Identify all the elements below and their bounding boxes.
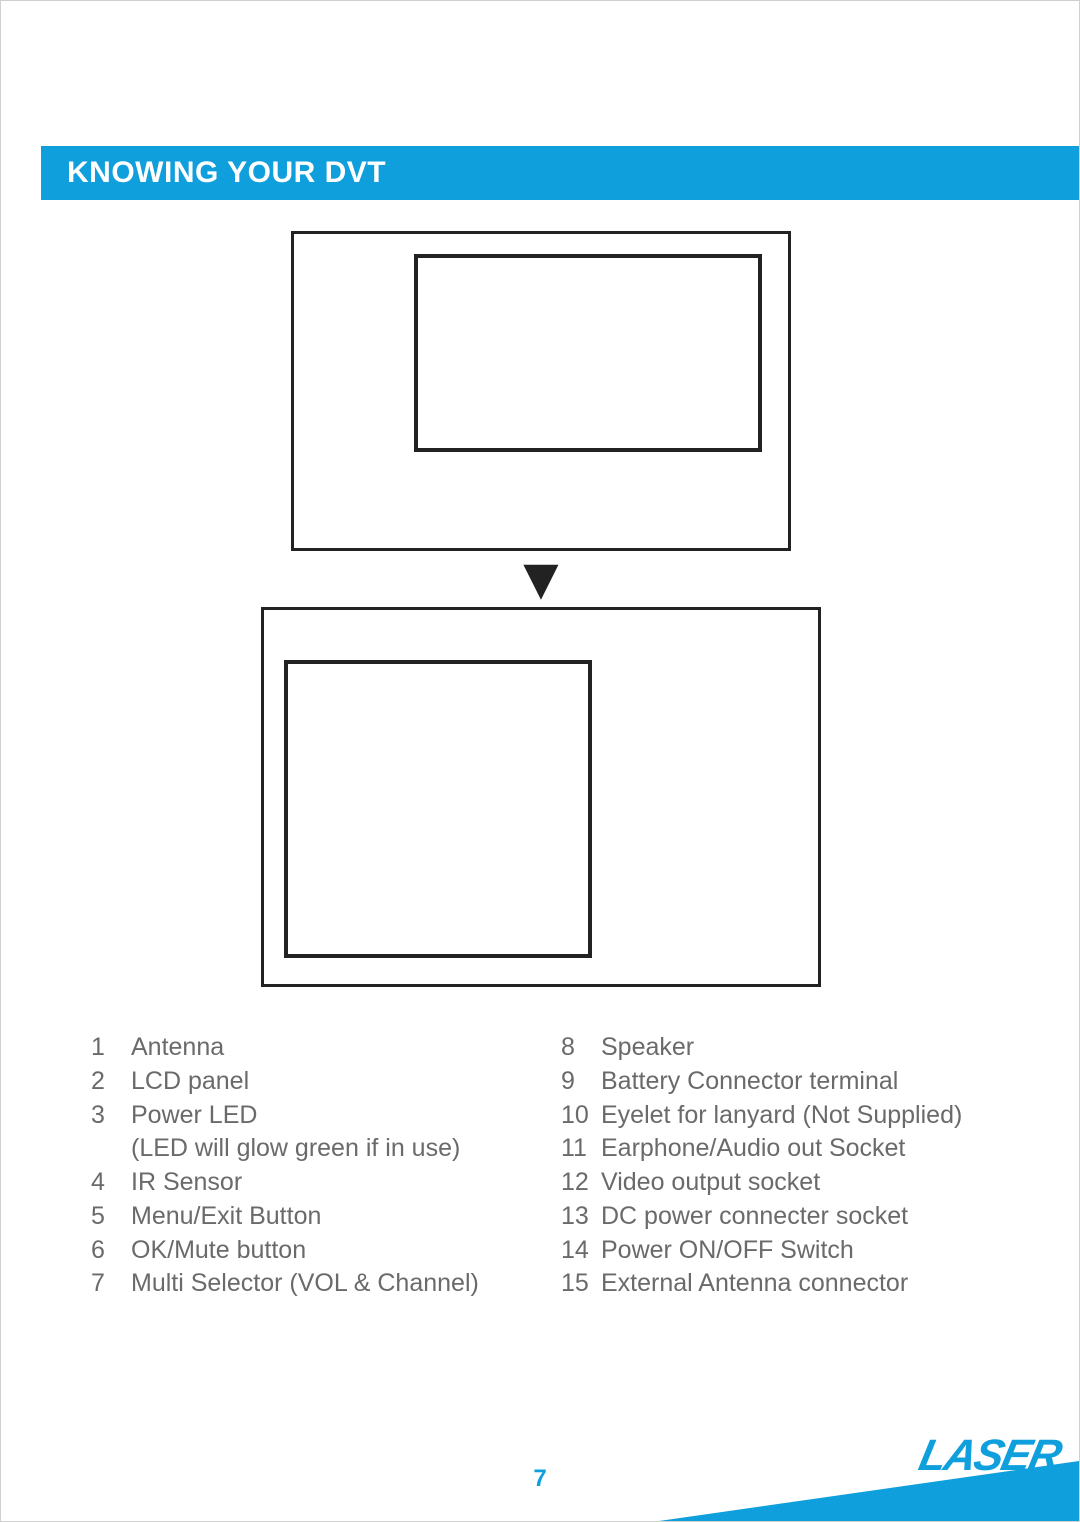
footer-triangle xyxy=(659,1461,1079,1521)
item-label: Battery Connector terminal xyxy=(601,1065,1011,1099)
list-item: 7Multi Selector (VOL & Channel) xyxy=(91,1267,541,1301)
item-number: 11 xyxy=(561,1132,601,1166)
item-label: LCD panel xyxy=(131,1065,541,1099)
section-header-bar: KNOWING YOUR DVT xyxy=(41,146,1079,200)
list-item: 2LCD panel xyxy=(91,1065,541,1099)
item-number: 5 xyxy=(91,1200,131,1234)
item-label: Power ON/OFF Switch xyxy=(601,1234,1011,1268)
diagram-bottom xyxy=(261,607,821,987)
parts-column-left: 1Antenna 2LCD panel 3Power LED (LED will… xyxy=(91,1031,541,1301)
item-label: Speaker xyxy=(601,1031,1011,1065)
item-number: 8 xyxy=(561,1031,601,1065)
diagram-area: ▼ xyxy=(171,231,911,1011)
list-item: 14Power ON/OFF Switch xyxy=(561,1234,1011,1268)
list-item: 5Menu/Exit Button xyxy=(91,1200,541,1234)
item-number: 6 xyxy=(91,1234,131,1268)
section-title: KNOWING YOUR DVT xyxy=(67,156,386,190)
item-number: 1 xyxy=(91,1031,131,1065)
item-number: 15 xyxy=(561,1267,601,1301)
item-number: 4 xyxy=(91,1166,131,1200)
arrow-down-icon: ▼ xyxy=(511,561,570,597)
item-label: Earphone/Audio out Socket xyxy=(601,1132,1011,1166)
item-number: 13 xyxy=(561,1200,601,1234)
list-item: 11Earphone/Audio out Socket xyxy=(561,1132,1011,1166)
item-label: IR Sensor xyxy=(131,1166,541,1200)
list-item-sub: (LED will glow green if in use) xyxy=(91,1132,541,1166)
page: KNOWING YOUR DVT ▼ 1Antenna 2LCD panel 3… xyxy=(0,0,1080,1522)
footer-corner: LASER xyxy=(659,1411,1079,1521)
item-label: Video output socket xyxy=(601,1166,1011,1200)
list-item: 15External Antenna connector xyxy=(561,1267,1011,1301)
item-label: OK/Mute button xyxy=(131,1234,541,1268)
item-number: 3 xyxy=(91,1099,131,1133)
diagram-top xyxy=(291,231,791,551)
list-item: 9Battery Connector terminal xyxy=(561,1065,1011,1099)
list-item: 13DC power connecter socket xyxy=(561,1200,1011,1234)
item-label: External Antenna connector xyxy=(601,1267,1011,1301)
list-item: 3Power LED xyxy=(91,1099,541,1133)
list-item: 12Video output socket xyxy=(561,1166,1011,1200)
list-item: 8Speaker xyxy=(561,1031,1011,1065)
item-label: DC power connecter socket xyxy=(601,1200,1011,1234)
list-item: 4IR Sensor xyxy=(91,1166,541,1200)
item-label: Antenna xyxy=(131,1031,541,1065)
item-label: Eyelet for lanyard (Not Supplied) xyxy=(601,1099,1011,1133)
item-label: Menu/Exit Button xyxy=(131,1200,541,1234)
item-label: Power LED xyxy=(131,1099,541,1133)
item-number: 12 xyxy=(561,1166,601,1200)
item-number: 9 xyxy=(561,1065,601,1099)
item-subtext: (LED will glow green if in use) xyxy=(131,1132,541,1166)
parts-column-right: 8Speaker 9Battery Connector terminal 10E… xyxy=(561,1031,1011,1301)
item-number: 10 xyxy=(561,1099,601,1133)
item-label: Multi Selector (VOL & Channel) xyxy=(131,1267,541,1301)
item-number: 2 xyxy=(91,1065,131,1099)
item-number: 14 xyxy=(561,1234,601,1268)
list-item: 10Eyelet for lanyard (Not Supplied) xyxy=(561,1099,1011,1133)
list-item: 6OK/Mute button xyxy=(91,1234,541,1268)
parts-list: 1Antenna 2LCD panel 3Power LED (LED will… xyxy=(91,1031,1011,1301)
list-item: 1Antenna xyxy=(91,1031,541,1065)
item-number: 7 xyxy=(91,1267,131,1301)
